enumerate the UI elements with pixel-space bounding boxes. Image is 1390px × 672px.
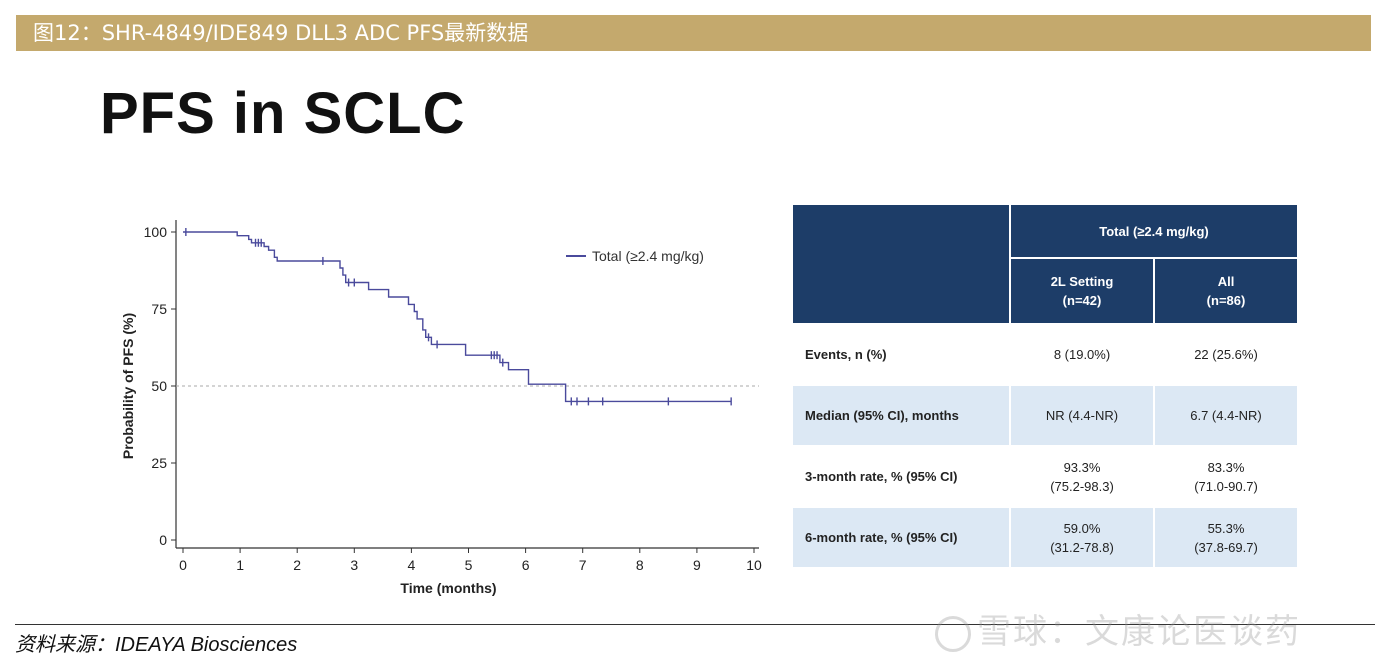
cell-value: NR (4.4-NR) [1045,408,1119,423]
table-row: Events, n (%) 8 (19.0%) 22 (25.6%) [791,323,1299,386]
col-header-label: 2L Setting [1050,274,1114,289]
x-tick-label: 5 [465,557,473,573]
cell-2l: 59.0% (31.2-78.8) [1009,506,1155,569]
table-corner-cell [791,203,1011,325]
x-tick-label: 8 [636,557,644,573]
y-tick-label: 50 [151,378,167,394]
x-tick-label: 9 [693,557,701,573]
km-curve-line [183,231,732,403]
y-tick-label: 100 [144,224,168,240]
y-tick-label: 0 [159,532,167,548]
x-tick-label: 4 [408,557,416,573]
cell-value: 8 (19.0%) [1053,347,1111,362]
cell-2l: 93.3% (75.2-98.3) [1009,445,1155,508]
x-tick-label: 6 [522,557,530,573]
table-col-header-all: All (n=86) [1153,257,1299,325]
x-tick-label: 2 [293,557,301,573]
cell-value: 55.3% [1207,520,1245,536]
x-tick-label: 10 [746,557,762,573]
cell-all: 55.3% (37.8-69.7) [1153,506,1299,569]
km-chart: 0 25 50 75 100 0 1 2 3 4 5 6 7 8 9 10 Time (months) Proba… [120,220,762,596]
cell-ci: (31.2-78.8) [1050,539,1114,555]
cell-all: 83.3% (71.0-90.7) [1153,445,1299,508]
col-header-label: All [1217,274,1235,289]
cell-value: 83.3% [1207,459,1245,475]
table-group-header: Total (≥2.4 mg/kg) [1009,203,1299,259]
watermark-text: 雪球：文康论医谈药 [977,612,1301,652]
cell-2l: NR (4.4-NR) [1009,384,1155,447]
cell-value: 93.3% [1063,459,1101,475]
y-tick-label: 75 [151,301,167,317]
xueqiu-logo-icon [935,615,971,652]
footer-divider [15,624,1375,625]
row-label: Events, n (%) [791,323,1011,386]
y-axis-title: Probability of PFS (%) [120,313,136,459]
cell-2l: 8 (19.0%) [1009,323,1155,386]
x-axis-title: Time (months) [400,580,496,596]
x-tick-label: 3 [350,557,358,573]
cell-all: 6.7 (4.4-NR) [1153,384,1299,447]
cell-ci: (37.8-69.7) [1194,539,1258,555]
cell-all: 22 (25.6%) [1153,323,1299,386]
table-row: 6-month rate, % (95% CI) 59.0% (31.2-78.… [791,506,1299,569]
pfs-summary-table: Total (≥2.4 mg/kg) 2L Setting (n=42) All… [791,203,1299,569]
table-row: 3-month rate, % (95% CI) 93.3% (75.2-98.… [791,445,1299,508]
row-label: Median (95% CI), months [791,384,1011,447]
figure-banner: 图12：SHR-4849/IDE849 DLL3 ADC PFS最新数据 [16,15,1371,51]
table-col-header-2l: 2L Setting (n=42) [1009,257,1155,325]
col-header-n: (n=42) [1062,293,1102,308]
x-tick-label: 0 [179,557,187,573]
table-row: Median (95% CI), months NR (4.4-NR) 6.7 … [791,384,1299,447]
cell-value: 6.7 (4.4-NR) [1190,408,1262,423]
watermark: 雪球：文康论医谈药 [935,604,1301,653]
y-tick-label: 25 [151,455,167,471]
source-note: 资料来源：IDEAYA Biosciences [15,634,298,656]
cell-value: 59.0% [1063,520,1101,536]
figure-title: 图12：SHR-4849/IDE849 DLL3 ADC PFS最新数据 [33,21,529,45]
legend-label: Total (≥2.4 mg/kg) [592,248,704,264]
cell-value: 22 (25.6%) [1194,347,1258,362]
x-tick-label: 7 [579,557,587,573]
row-label: 3-month rate, % (95% CI) [791,445,1011,508]
cell-ci: (71.0-90.7) [1194,478,1258,494]
row-label: 6-month rate, % (95% CI) [791,506,1011,569]
cell-ci: (75.2-98.3) [1050,478,1114,494]
col-header-n: (n=86) [1206,293,1246,308]
x-tick-label: 1 [236,557,244,573]
slide-headline: PFS in SCLC [100,81,466,146]
